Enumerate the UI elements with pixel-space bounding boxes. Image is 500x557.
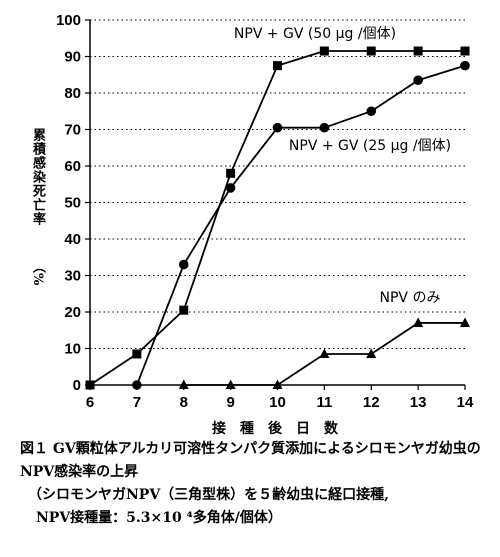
y-tick-label-90: 90 [64,49,81,66]
series-3-point-12 [366,348,377,358]
series-line-1 [89,50,465,386]
series-labels: NPV + GV (50 μg /個体) NPV + GV (25 μg /個体)… [234,26,451,306]
caption-line-2: NPV感染率の上昇 [20,464,139,480]
x-tick-label-9: 9 [226,394,234,411]
data-series [85,46,470,390]
x-tick-labels: 6 7 8 9 10 11 12 13 14 [86,394,474,411]
caption-line-4: NPV接種量：5.3×10 ⁴多角体/個体） [36,510,282,526]
y-tick-label-10: 10 [64,341,81,358]
series-2-point-8 [178,259,189,270]
x-tick-label-12: 12 [363,394,380,411]
series-1-point-14 [460,46,470,56]
y-tick-label-60: 60 [64,158,81,175]
series-2-point-9 [225,183,236,193]
series-3-point-10 [272,379,283,389]
series-2-point-11 [319,122,330,133]
series-1-point-7 [132,349,142,359]
series-1-point-12 [366,46,376,56]
y-tick-label-70: 70 [64,122,81,139]
x-tick-label-6: 6 [86,394,94,411]
series-1-point-11 [319,46,329,56]
y-tick-label-100: 100 [56,12,81,29]
x-tick-label-10: 10 [269,394,286,411]
y-tick-label-20: 20 [64,304,81,321]
series-3-point-8 [178,379,189,389]
series-label-1: NPV + GV (50 μg /個体) [234,26,396,42]
series-1-point-13 [413,46,423,56]
caption-line-1: 図１ GV顆粒体アルカリ可溶性タンパク質添加によるシロモンヤガ幼虫の [20,441,481,457]
series-2-point-12 [366,106,377,117]
y-tick-label-30: 30 [64,268,81,285]
series-2-point-7 [132,380,142,390]
y-axis-label: 累積感染死亡率 [30,128,45,226]
series-label-2: NPV + GV (25 μg /個体) [289,138,451,154]
y-tick-labels: 0 10 20 30 40 50 60 70 80 90 100 [56,12,81,394]
x-tick-label-7: 7 [133,394,141,411]
chart-svg: 0 10 20 30 40 50 60 70 80 90 100 6 7 8 9 10 11 12 13 14 NP… [56,12,474,437]
y-tick-label-0: 0 [73,377,81,394]
series-3-point-11 [319,348,330,358]
series-1-point-9 [226,168,236,178]
x-tick-label-14: 14 [457,394,474,411]
figure-caption: 図１ GV顆粒体アルカリ可溶性タンパク質添加によるシロモンヤガ幼虫の NPV感染… [20,438,490,530]
series-1-point-8 [179,305,189,315]
series-1-point-6 [85,380,95,390]
x-axis-label: 接 種 後 日 数 [212,420,339,437]
axes [85,19,466,390]
y-tick-label-40: 40 [64,231,81,248]
series-line-2 [136,64,466,386]
caption-line-3: （シロモンヤガNPV（三角型株）を５齢幼虫に経口接種, [28,487,390,503]
y-axis-unit: （% [30,260,45,286]
series-2-point-14 [460,60,470,71]
series-1-point-10 [273,61,282,71]
y-tick-label-50: 50 [64,195,81,212]
series-label-3: NPV のみ [380,290,441,306]
series-2-point-13 [413,75,423,86]
x-tick-label-8: 8 [180,394,188,411]
series-3-point-13 [413,317,424,327]
x-tick-label-13: 13 [410,394,427,411]
series-3-point-14 [460,317,470,327]
series-2-point-10 [272,122,283,133]
y-tick-label-80: 80 [64,85,81,102]
series-3-point-9 [225,379,236,389]
x-tick-label-11: 11 [316,394,332,411]
